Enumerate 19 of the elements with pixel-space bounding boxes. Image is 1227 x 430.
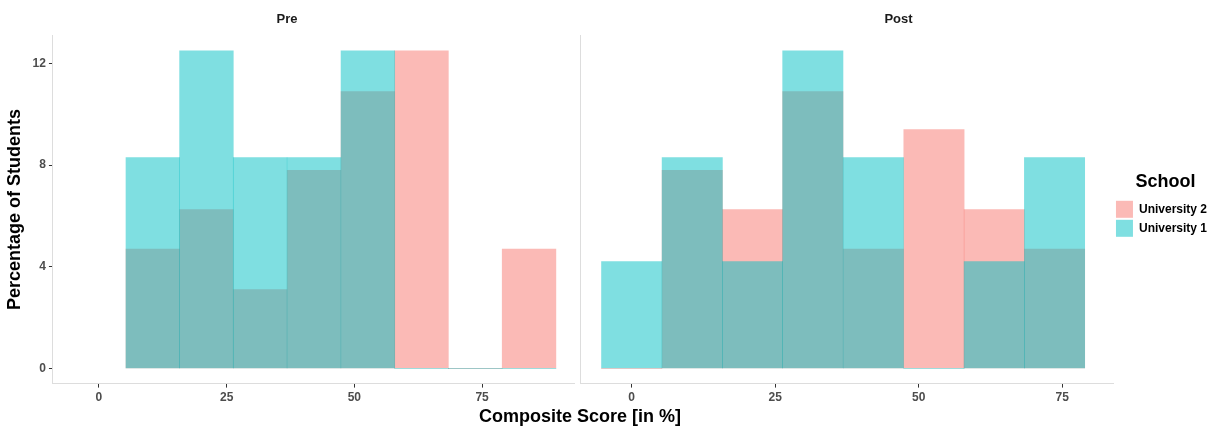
chart-title: Post xyxy=(884,11,914,27)
y-tick-label: 0 xyxy=(39,360,47,375)
y-axis-title: Percentage of Students xyxy=(3,109,24,311)
x-axis-title: Composite Score [in %] xyxy=(478,406,682,427)
x-tick-label: 25 xyxy=(219,390,234,405)
legend-title: School xyxy=(1135,171,1196,192)
legend-label: University 2 xyxy=(1138,201,1208,216)
x-tick-label: 0 xyxy=(95,390,103,405)
chart-title: Pre xyxy=(276,11,298,27)
x-tick-label: 75 xyxy=(1055,390,1070,405)
legend-label: University 1 xyxy=(1138,220,1208,235)
y-tick-label: 8 xyxy=(39,157,47,172)
y-tick-label: 4 xyxy=(39,259,47,274)
x-tick-label: 50 xyxy=(912,390,926,405)
x-tick-label: 0 xyxy=(628,390,636,405)
x-tick-label: 75 xyxy=(475,390,490,405)
x-tick-label: 25 xyxy=(768,390,783,405)
x-tick-label: 50 xyxy=(347,390,362,405)
y-tick-label: 12 xyxy=(32,55,47,70)
